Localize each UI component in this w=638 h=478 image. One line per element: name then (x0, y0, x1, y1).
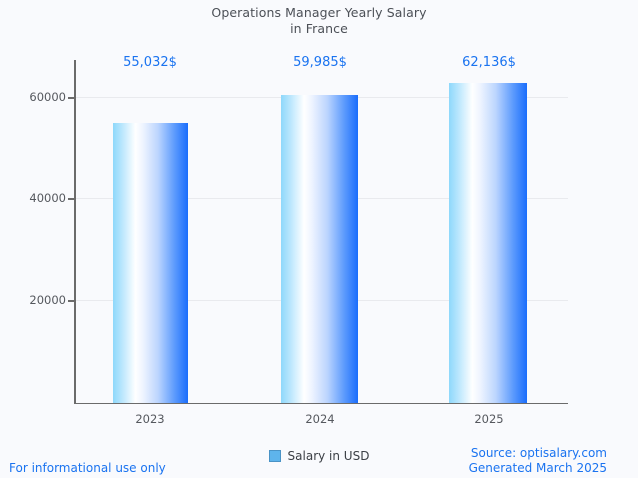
legend-label: Salary in USD (287, 449, 370, 463)
ytick-mark-60000 (68, 97, 74, 99)
value-label-2024: 59,985$ (293, 55, 347, 70)
source-text: Source: optisalary.com (470, 446, 607, 460)
generated-text: Generated March 2025 (468, 461, 607, 475)
y-axis-line (74, 60, 76, 404)
bar-2025[interactable] (449, 82, 527, 403)
xtick-label-2024: 2024 (305, 412, 335, 426)
xtick-label-2023: 2023 (135, 412, 165, 426)
ytick-label-20000: 20000 (29, 293, 66, 307)
plot-area: 60000 40000 20000 (29, 60, 568, 404)
xtick-label-2025: 2025 (474, 412, 504, 426)
disclaimer-text: For informational use only (9, 461, 166, 475)
ytick-label-40000: 40000 (29, 191, 66, 205)
value-label-2025: 62,136$ (462, 55, 516, 70)
source-block: Source: optisalary.com Generated March 2… (469, 446, 607, 476)
ytick-label-60000: 60000 (29, 90, 66, 104)
ytick-mark-20000 (68, 300, 74, 302)
chart-title: Operations Manager Yearly Salary in Fran… (0, 5, 638, 37)
chart-title-line-2: in France (290, 21, 348, 36)
x-axis-line (74, 402, 568, 404)
chart-legend: Salary in USD (0, 447, 638, 465)
bar-2024[interactable] (281, 94, 358, 403)
chart-title-line-1: Operations Manager Yearly Salary (211, 5, 427, 20)
value-label-2023: 55,032$ (123, 55, 177, 70)
ytick-mark-40000 (68, 198, 74, 200)
bar-2023[interactable] (113, 122, 188, 403)
legend-item-salary-in-usd[interactable]: Salary in USD (261, 447, 378, 465)
legend-swatch-icon (268, 450, 281, 462)
